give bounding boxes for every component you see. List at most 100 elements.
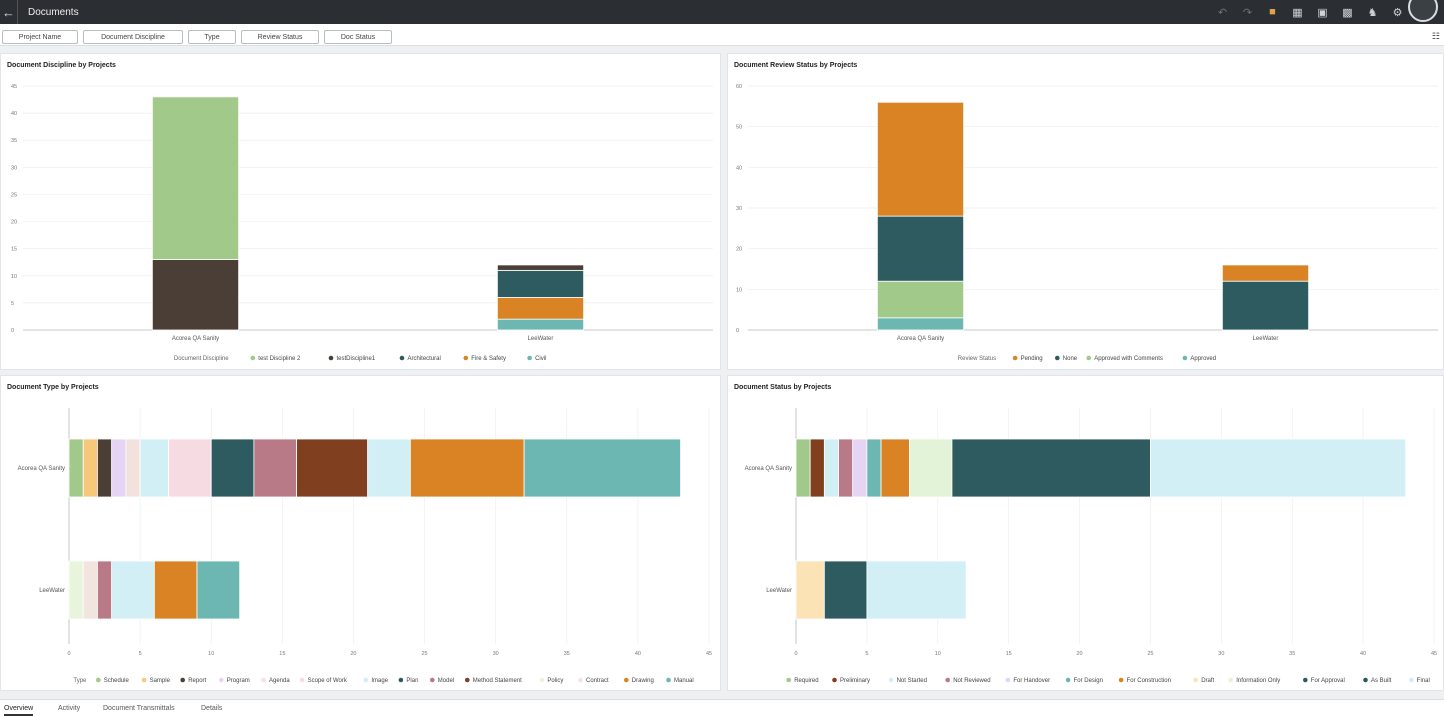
bar-for-approval-acorea-qa-sanity bbox=[951, 438, 1151, 498]
y-tick-label: Acorea QA Sanity bbox=[18, 466, 65, 472]
tab-document-transmittals[interactable]: Document Transmittals bbox=[103, 705, 175, 712]
legend-swatch-civil bbox=[527, 355, 532, 361]
tab-activity[interactable]: Activity bbox=[58, 705, 81, 712]
filter-doc-status[interactable]: Doc Status bbox=[324, 30, 392, 44]
chart-panel-discipline: Document Discipline by Projects 0 5 10 15 20… bbox=[0, 53, 721, 370]
legend-swatch-not-reviewed bbox=[945, 677, 950, 683]
legend-swatch-as-built bbox=[1363, 677, 1368, 683]
legend-swatch-schedule bbox=[96, 677, 101, 683]
legend-swatch-for-handover bbox=[1005, 677, 1011, 683]
filter-review-status[interactable]: Review Status bbox=[241, 30, 319, 44]
bar-not-started-acorea-qa-sanity bbox=[823, 438, 839, 498]
app-header: ← Documents ↶ ↷ ■ ▦ ▣ ▩ ♞ ⚙ bbox=[0, 0, 1444, 24]
legend-item-civil: Civil bbox=[535, 356, 546, 362]
y-tick-label: 0 bbox=[736, 328, 739, 334]
filter-project-name[interactable]: Project Name bbox=[2, 30, 78, 44]
bar-manual-leewater bbox=[196, 560, 241, 620]
bar-scope-of-work-acorea-qa-sanity bbox=[168, 438, 212, 498]
legend-swatch-pending bbox=[1012, 355, 1018, 361]
bar-architectural-leewater bbox=[496, 269, 585, 298]
tab-overview[interactable]: Overview bbox=[4, 705, 34, 716]
bar-agenda-acorea-qa-sanity bbox=[125, 438, 141, 498]
bar-preliminary-acorea-qa-sanity bbox=[809, 438, 825, 498]
y-tick-label: 60 bbox=[736, 84, 742, 90]
y-tick-label: 0 bbox=[11, 328, 14, 334]
bar-testdiscipline1-acorea-qa-sanity bbox=[151, 259, 240, 331]
bar-civil-leewater bbox=[496, 318, 585, 331]
y-tick-label: LeeWater bbox=[766, 588, 792, 594]
share-icon[interactable]: ♞ bbox=[1367, 6, 1378, 19]
bar-pending-leewater bbox=[1221, 264, 1310, 282]
settings-icon[interactable]: ⚙ bbox=[1392, 6, 1403, 19]
legend-swatch-draft bbox=[1193, 677, 1198, 683]
chart-title: Document Type by Projects bbox=[7, 384, 99, 391]
chart-title: Document Status by Projects bbox=[734, 384, 832, 391]
x-tick-label: 0 bbox=[67, 651, 70, 657]
x-tick-label: 10 bbox=[935, 651, 941, 657]
avatar[interactable] bbox=[1408, 0, 1440, 24]
x-tick-label: 40 bbox=[1360, 651, 1366, 657]
legend-item-sample: Sample bbox=[150, 678, 171, 684]
legend-item-information-only: Information Only bbox=[1236, 678, 1280, 684]
bar-for-construction-acorea-qa-sanity bbox=[880, 438, 910, 498]
back-button[interactable]: ← bbox=[0, 0, 18, 24]
bar-pending-acorea-qa-sanity bbox=[876, 101, 965, 217]
legend-swatch-required bbox=[786, 677, 791, 683]
filter-document-discipline[interactable]: Document Discipline bbox=[83, 30, 183, 44]
review-status-chart: 0 10 20 30 40 50 60 Acorea QA Sanity LeeWater Rev… bbox=[736, 84, 1438, 362]
y-tick-label: 20 bbox=[11, 220, 17, 226]
y-tick-label: 10 bbox=[11, 274, 17, 280]
bar-final-acorea-qa-sanity bbox=[1150, 438, 1407, 498]
filter-type[interactable]: Type bbox=[188, 30, 236, 44]
export-icon[interactable]: ▦ bbox=[1292, 6, 1303, 19]
legend-item-image: Image bbox=[371, 678, 388, 684]
legend-item-for-construction: For Construction bbox=[1127, 678, 1171, 684]
x-tick-label: LeeWater bbox=[1253, 336, 1279, 342]
legend-title: Review Status bbox=[958, 356, 996, 362]
legend-swatch-for-approval bbox=[1303, 677, 1308, 683]
bar-for-design-acorea-qa-sanity bbox=[866, 438, 882, 498]
x-tick-label: 5 bbox=[865, 651, 868, 657]
x-tick-label: 45 bbox=[1431, 651, 1437, 657]
x-tick-label: 20 bbox=[1076, 651, 1082, 657]
toolbar: ↶ ↷ ■ ▦ ▣ ▩ ♞ ⚙ bbox=[1210, 0, 1440, 24]
x-tick-label: 25 bbox=[1147, 651, 1153, 657]
print-icon[interactable]: ▩ bbox=[1342, 6, 1353, 19]
y-tick-label: 40 bbox=[11, 111, 17, 117]
chart-panel-status: Document Status by Projects 0 5 10 15 20 25 30… bbox=[727, 375, 1444, 691]
bar-fire-safety-leewater bbox=[496, 297, 585, 320]
bar-contract-leewater bbox=[82, 560, 98, 620]
bar-for-approval-leewater bbox=[823, 560, 868, 620]
legend-title: Document Discipline bbox=[174, 356, 229, 362]
bar-image-leewater bbox=[111, 560, 155, 620]
bookmark-icon[interactable]: ■ bbox=[1269, 6, 1276, 18]
bar-plan-acorea-qa-sanity bbox=[210, 438, 255, 498]
legend-item-final: Final bbox=[1417, 678, 1430, 684]
legend-item-manual: Manual bbox=[674, 678, 694, 684]
x-tick-label: 25 bbox=[421, 651, 427, 657]
bar-method-statement-acorea-qa-sanity bbox=[296, 438, 369, 498]
bar-policy-leewater bbox=[68, 560, 84, 620]
tab-details[interactable]: Details bbox=[201, 705, 223, 712]
y-tick-label: 30 bbox=[11, 165, 17, 171]
save-icon[interactable]: ▣ bbox=[1317, 6, 1328, 19]
bottom-tabs: Overview Activity Document Transmittals … bbox=[0, 699, 1444, 717]
x-tick-label: 45 bbox=[706, 651, 712, 657]
legend-item-approved: Approved bbox=[1190, 356, 1216, 362]
bar-draft-leewater bbox=[795, 560, 825, 620]
filter-icon[interactable]: ☷ bbox=[1431, 31, 1440, 41]
legend-item-for-handover: For Handover bbox=[1013, 678, 1050, 684]
bar-model-leewater bbox=[97, 560, 113, 620]
legend-item-required: Required bbox=[794, 678, 818, 684]
bar-schedule-acorea-qa-sanity bbox=[68, 438, 84, 498]
bar-not-reviewed-acorea-qa-sanity bbox=[838, 438, 854, 498]
y-tick-label: Acorea QA Sanity bbox=[745, 466, 792, 472]
redo-icon[interactable]: ↷ bbox=[1242, 6, 1253, 19]
legend-item-contract: Contract bbox=[586, 678, 609, 684]
legend-swatch-model bbox=[430, 677, 435, 683]
undo-icon[interactable]: ↶ bbox=[1217, 6, 1228, 19]
bar-none-acorea-qa-sanity bbox=[876, 215, 965, 282]
legend-swatch-manual bbox=[666, 677, 671, 683]
legend-title: Type bbox=[73, 678, 87, 684]
bar-approved-with-comments-acorea-qa-sanity bbox=[876, 280, 965, 319]
